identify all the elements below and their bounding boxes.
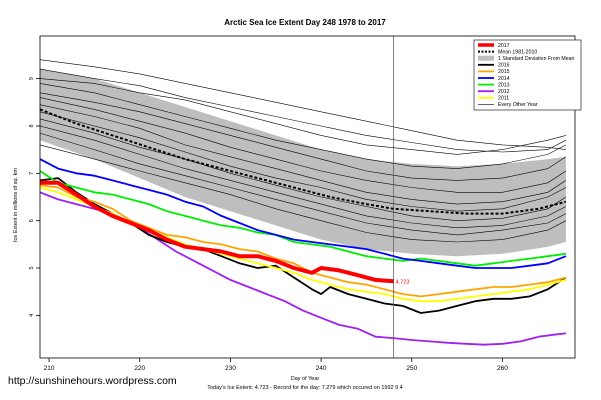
legend-swatch [478, 55, 494, 61]
x-tick-label: 250 [406, 365, 417, 372]
background-year-line [39, 144, 567, 243]
y-axis-label: Ice Extent in millions of sq. km [13, 168, 19, 242]
legend-label: 2017 [498, 43, 510, 49]
series-line-2015 [39, 184, 567, 298]
std-dev-band [40, 69, 566, 257]
background-year-line [39, 97, 567, 193]
y-tick-label: 4 [29, 314, 35, 317]
legend-label: 1 Standard Deviation From Mean [498, 56, 575, 62]
background-year-line [39, 83, 567, 169]
today-value-label: 4.723 [396, 279, 410, 285]
x-tick-label: 210 [44, 365, 55, 372]
legend-label: Mean 1981-2010 [498, 49, 537, 55]
series-line-2014 [39, 158, 567, 269]
y-tick-label: 9 [29, 77, 35, 80]
legend-label: 2013 [498, 82, 510, 88]
chart-title: Arctic Sea Ice Extent Day 248 1978 to 20… [224, 18, 386, 27]
y-tick-label: 6 [29, 219, 35, 222]
legend-label: 2016 [498, 63, 510, 69]
background-year-line [39, 118, 567, 222]
plot-frame [39, 35, 576, 359]
x-tick-label: 240 [316, 365, 327, 372]
x-tick-label: 260 [497, 365, 508, 372]
background-year-line [39, 125, 567, 229]
background-year-line [39, 132, 567, 236]
x-axis-label: Day of Year [291, 376, 320, 382]
watermark-text: http://sunshinehours.wordpress.com [8, 375, 177, 387]
y-tick-label: 7 [29, 172, 35, 175]
y-tick-label: 8 [29, 124, 35, 127]
footer-text: Today's Ice Extent: 4.723 - Record for t… [207, 385, 403, 391]
y-tick-label: 5 [29, 266, 35, 269]
x-tick-label: 220 [134, 365, 145, 372]
legend-label: 2012 [498, 89, 510, 95]
x-tick-label: 230 [225, 365, 236, 372]
series-line-2013 [39, 170, 567, 267]
background-year-line [39, 104, 567, 205]
background-year-line [39, 59, 566, 150]
series-line-2017 [40, 180, 394, 284]
background-year-line [39, 92, 567, 181]
legend-label: 2014 [498, 76, 510, 82]
mean-line [39, 108, 567, 215]
background-year-line [39, 111, 567, 212]
background-year-line [39, 78, 566, 155]
plot-area: 4.723 210 220 230 240 250 260 4 5 6 7 8 9 [29, 35, 576, 372]
legend-label: 2011 [498, 96, 509, 102]
legend-label: 2015 [498, 69, 510, 75]
background-year-line [39, 68, 567, 153]
legend-label: Every Other Year [498, 102, 538, 108]
